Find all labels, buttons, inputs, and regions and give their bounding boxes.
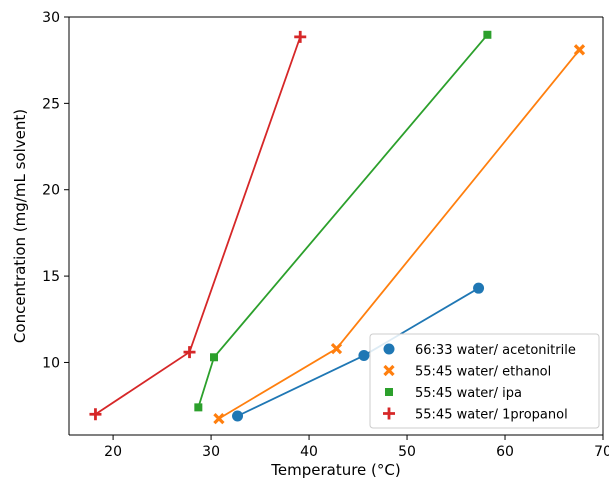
legend-marker [383, 364, 395, 377]
x-tick-label: 20 [104, 444, 122, 460]
y-tick-label: 15 [42, 269, 60, 285]
x-axis-label: Temperature (°C) [270, 461, 400, 479]
series-3 [194, 30, 492, 412]
y-tick-label: 10 [42, 355, 60, 371]
data-point [232, 410, 244, 422]
data-point [210, 353, 219, 362]
data-point [330, 343, 343, 355]
data-point [473, 282, 485, 294]
legend-label: 55:45 water/ ethanol [415, 365, 551, 380]
data-point [294, 30, 307, 43]
legend-entry: 55:45 water/ ipa [385, 386, 522, 401]
legend: 66:33 water/ acetonitrile 55:45 water/ et… [369, 333, 600, 429]
data-point [89, 408, 102, 421]
x-tick-label: 60 [496, 444, 514, 460]
legend-label: 55:45 water/ ipa [415, 386, 522, 401]
axes-layer [68, 16, 604, 436]
legend-entry: 66:33 water/ acetonitrile [383, 343, 576, 358]
series-1 [232, 282, 485, 422]
legend-entry: 55:45 water/ ethanol [383, 364, 551, 380]
series-4 [89, 30, 307, 421]
x-tick-label: 30 [202, 444, 220, 460]
legend-label: 55:45 water/ 1propanol [415, 408, 568, 423]
legend-marker [383, 407, 395, 420]
series-layer [89, 30, 586, 425]
legend-marker [385, 388, 393, 396]
data-point [183, 346, 196, 359]
legend-label: 66:33 water/ acetonitrile [415, 343, 576, 358]
y-tick-label: 20 [42, 183, 60, 199]
ticks-layer: 20 30 40 50 60 70 10 15 20 25 30 [42, 10, 609, 460]
series-2 [213, 44, 586, 425]
legend-frame [369, 333, 600, 429]
x-tick-label: 70 [594, 444, 609, 460]
y-tick-label: 30 [42, 10, 60, 26]
data-point [213, 412, 225, 425]
legend-entry: 55:45 water/ 1propanol [383, 407, 568, 423]
x-tick-label: 40 [300, 444, 318, 460]
data-point [194, 403, 203, 412]
x-tick-label: 50 [398, 444, 416, 460]
y-tick-label: 25 [42, 96, 60, 112]
data-point [573, 44, 586, 56]
data-point [483, 30, 492, 39]
data-point [358, 350, 370, 362]
legend-marker [383, 343, 395, 355]
y-axis-label: Concentration (mg/mL solvent) [11, 109, 29, 343]
